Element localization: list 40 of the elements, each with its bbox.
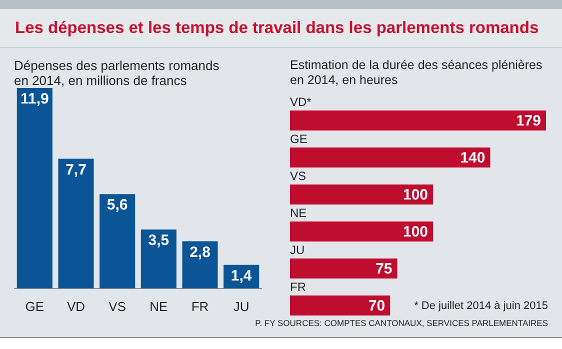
x-tick-label: JU (233, 298, 250, 314)
bar (100, 194, 136, 288)
bar (290, 110, 546, 130)
data-label: 179 (516, 112, 541, 130)
data-label: 100 (402, 186, 428, 204)
bar (182, 241, 218, 288)
data-label: 5,6 (106, 196, 128, 214)
bar (290, 184, 434, 204)
data-label: 1,4 (230, 267, 252, 284)
bar (16, 88, 52, 288)
y-tick-label: NE (290, 206, 307, 220)
y-tick-label: GE (290, 132, 308, 146)
chart-subtitle: Dépenses des parlements romands en 2014, en millions de francs (14, 58, 220, 88)
x-tick-label: VD (66, 298, 86, 314)
chart-title: Estimation de la durée des séances plénières en 2014, en heures (290, 58, 544, 88)
annotation: P. FY SOURCES: COMPTES CANTONAUX, SERVICES PARLEMENTAIRES (255, 318, 548, 328)
data-label: 70 (368, 298, 386, 315)
x-tick-label: VS (108, 298, 126, 314)
data-label: 11,9 (20, 90, 49, 108)
bar (58, 158, 94, 288)
x-tick-label: FR (191, 298, 209, 314)
data-label: 7,7 (66, 161, 86, 178)
y-tick-label: JU (290, 242, 305, 257)
annotation: * De juillet 2014 à juin 2015 (414, 300, 548, 312)
bar (290, 258, 398, 278)
bar (140, 229, 176, 288)
bar (290, 222, 434, 242)
data-label: 140 (460, 150, 486, 167)
bar (290, 296, 390, 316)
data-label: 2,8 (190, 244, 210, 261)
bar (290, 148, 490, 168)
x-tick-label: GE (25, 298, 44, 314)
y-tick-label: FR (290, 280, 306, 294)
data-label: 75 (376, 260, 392, 278)
y-tick-label: VS (290, 168, 306, 183)
x-tick-label: NE (150, 298, 168, 314)
data-label: 100 (402, 224, 428, 241)
data-label: 3,5 (148, 232, 170, 250)
chart-title: Les dépenses et les temps de travail dans les parlements romands (15, 18, 539, 38)
y-tick-label: VD* (290, 94, 312, 109)
